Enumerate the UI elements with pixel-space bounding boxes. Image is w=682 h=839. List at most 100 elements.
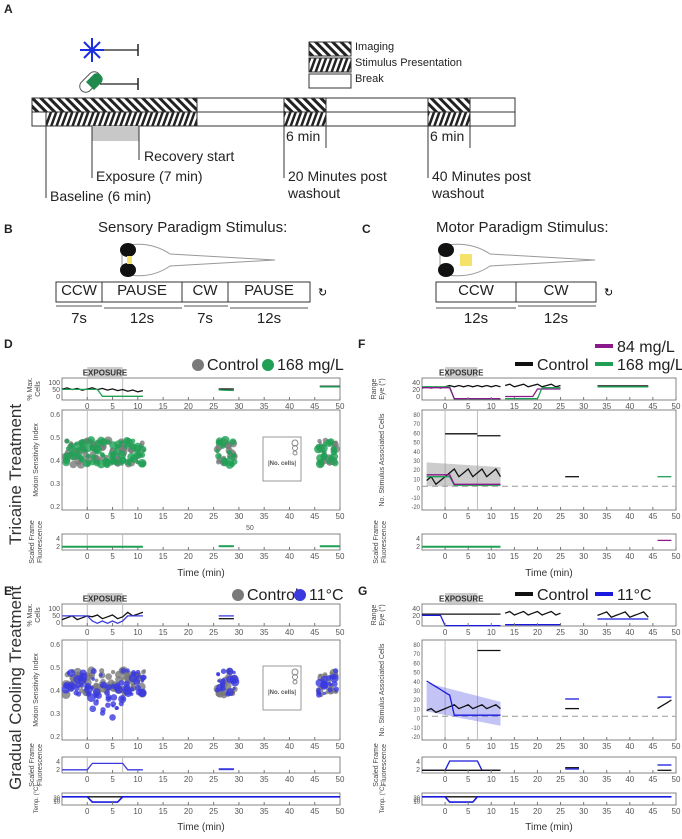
x-tick-label: 50 xyxy=(336,628,345,637)
y-tick-label: 20 xyxy=(412,613,420,620)
x-tick-label: 15 xyxy=(159,402,168,411)
x-tick-label: 10 xyxy=(133,552,142,561)
y-axis-label: Range xyxy=(371,379,378,400)
y-tick-label: 10 xyxy=(413,800,420,806)
treatment-point xyxy=(87,436,96,445)
y-axis-label: Scaled Frame xyxy=(29,743,36,787)
x-tick-label: 40 xyxy=(625,512,634,521)
x-tick-label: 20 xyxy=(533,628,542,637)
plot-d-bot xyxy=(61,533,341,551)
y-tick-label: 0.5 xyxy=(50,435,60,442)
larva-icon-sensory xyxy=(120,243,276,277)
sensory-duration: 7s xyxy=(71,310,87,327)
y-tick-label: 30 xyxy=(413,796,420,802)
x-tick-label: 35 xyxy=(260,807,269,816)
treatment-point xyxy=(120,462,124,466)
x-tick-label: 15 xyxy=(159,552,168,561)
plot-d-mid xyxy=(61,409,341,511)
x-tick-label: 30 xyxy=(234,742,243,751)
y-tick-label: 0.3 xyxy=(50,711,60,718)
x-tick-label: 50 xyxy=(336,402,345,411)
treatment-point xyxy=(120,696,125,702)
x-tick-label: 5 xyxy=(110,628,115,637)
y-tick-label: 50 xyxy=(52,387,60,394)
treatment-point xyxy=(105,439,111,445)
x-tick-label: 20 xyxy=(184,742,193,751)
x-tick-label: 5 xyxy=(110,552,115,561)
exposure-label: EXPOSURE xyxy=(83,595,128,604)
x-tick-label: 25 xyxy=(209,807,218,816)
x-tick-label: 5 xyxy=(466,552,471,561)
dot-size-legend xyxy=(262,665,302,711)
x-tick-label: 0 xyxy=(85,512,90,521)
x-tick-label: 15 xyxy=(510,512,519,521)
dot-size-legend-label: |No. cells| xyxy=(268,690,296,696)
x-axis-label: Time (min) xyxy=(177,568,224,579)
legend-stimulus-label: Stimulus Presentation xyxy=(355,57,462,69)
motor-title: Motor Paradigm Stimulus: xyxy=(436,219,609,236)
treatment-point xyxy=(90,686,94,690)
x-tick-label: 40 xyxy=(625,628,634,637)
treatment-point xyxy=(229,674,239,684)
y-tick-label: 4 xyxy=(56,536,60,543)
treatment-point xyxy=(215,448,220,453)
y-axis-label: Cells xyxy=(35,381,42,397)
x-tick-label: 0 xyxy=(85,402,90,411)
x-tick-label: 45 xyxy=(310,552,319,561)
stray-tick: 50 xyxy=(246,525,254,532)
treatment-line xyxy=(426,476,501,486)
y-tick-label: 80 xyxy=(413,413,420,419)
treatment-point xyxy=(109,714,116,721)
panel-label-a: A xyxy=(4,2,13,16)
motor-segment: CCW xyxy=(458,282,494,299)
dot-size-legend-label: |No. cells| xyxy=(268,461,296,467)
treatment-point xyxy=(215,452,222,460)
x-tick-label: 40 xyxy=(625,402,634,411)
legend-84-label: 84 mg/L xyxy=(617,339,675,356)
treatment-point xyxy=(326,459,332,465)
x-tick-label: 45 xyxy=(310,775,319,784)
plot-g-mid xyxy=(421,639,677,741)
x-tick-label: 10 xyxy=(487,628,496,637)
six-min-label-1: 6 min xyxy=(286,128,321,144)
y-tick-label: 30 xyxy=(413,459,420,465)
x-tick-label: 5 xyxy=(466,402,471,411)
x-tick-label: 25 xyxy=(556,775,565,784)
x-tick-label: 40 xyxy=(285,807,294,816)
treatment-point xyxy=(110,694,118,701)
legend-stimulus-swatch xyxy=(308,57,352,73)
x-tick-label: 40 xyxy=(285,742,294,751)
y-tick-label: 40 xyxy=(413,450,420,456)
treatment-point xyxy=(119,440,124,445)
x-tick-label: 20 xyxy=(533,512,542,521)
treatment-point xyxy=(99,673,103,677)
y-tick-label: 70 xyxy=(413,422,420,428)
x-tick-label: 45 xyxy=(648,628,657,637)
dot-size-legend xyxy=(262,436,302,482)
treatment-temp-line xyxy=(62,796,340,803)
legend-control-label: Control xyxy=(537,357,589,374)
y-axis-label: Fluorescence xyxy=(37,744,44,786)
treatment-point xyxy=(94,449,100,454)
treatment-point xyxy=(85,453,91,459)
y-tick-label: 0 xyxy=(56,620,60,627)
x-tick-label: 10 xyxy=(133,402,142,411)
control-line xyxy=(504,610,561,616)
y-tick-label: 20 xyxy=(412,387,420,394)
84-line xyxy=(426,474,501,485)
treatment-point xyxy=(139,461,145,467)
x-tick-label: 45 xyxy=(648,775,657,784)
y-tick-label: 30 xyxy=(53,796,60,802)
y-tick-label: 0 xyxy=(417,717,421,723)
x-tick-label: 35 xyxy=(260,742,269,751)
loop-icon: ↻ xyxy=(318,287,327,299)
x-tick-label: 40 xyxy=(285,402,294,411)
dot-size-legend-circle xyxy=(292,679,298,685)
x-tick-label: 40 xyxy=(625,742,634,751)
sensory-duration: 12s xyxy=(129,310,155,327)
treatment-point xyxy=(141,674,147,681)
x-tick-label: 50 xyxy=(336,775,345,784)
treatment-point xyxy=(79,440,84,445)
y-tick-label: 20 xyxy=(413,698,420,704)
sensory-duration: 7s xyxy=(197,310,213,327)
